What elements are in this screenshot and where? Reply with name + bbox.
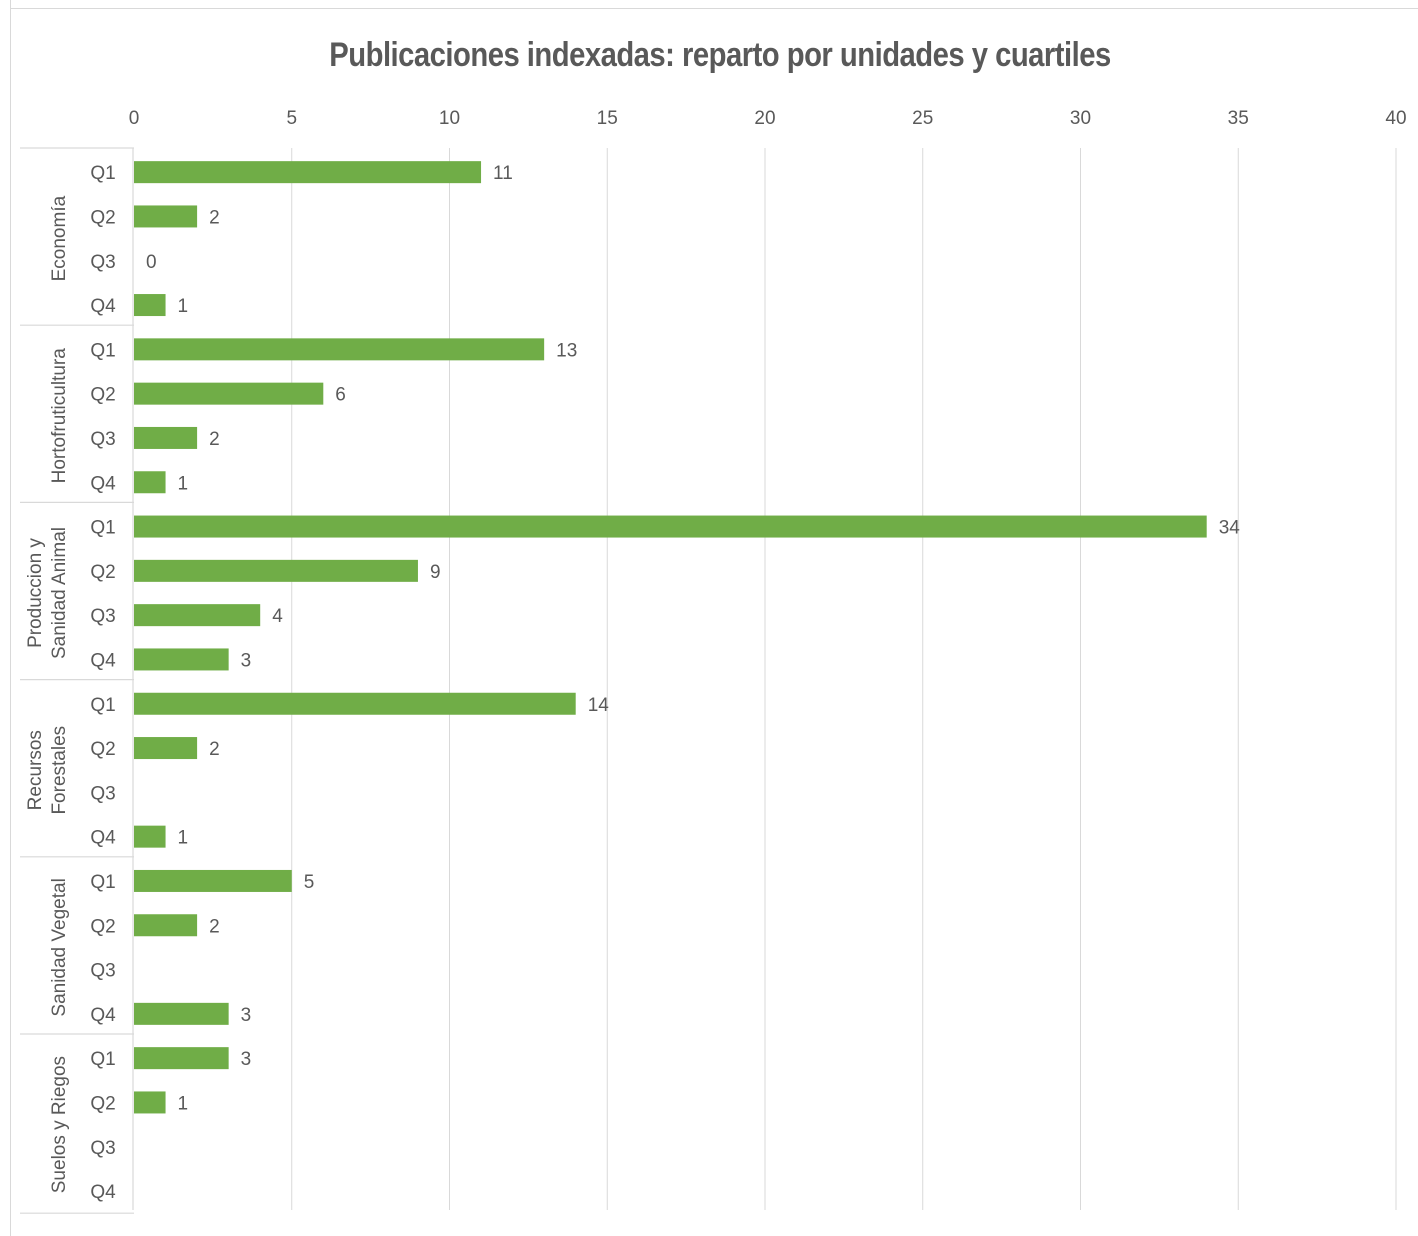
data-label: 1 [178,828,189,849]
bar [134,914,198,937]
x-tick-label: 10 [439,108,460,129]
bar [134,471,166,494]
data-label: 2 [209,916,220,937]
bar [134,338,545,361]
data-label: 4 [272,606,283,627]
bar [134,648,229,671]
quartile-label: Q4 [90,473,116,494]
bar [134,692,576,715]
group-label: Suelos y Riegos [49,1056,70,1193]
group-label: Sanidad Vegetal [49,878,70,1016]
data-label: 5 [304,872,315,893]
data-label: 9 [430,562,441,583]
data-label: 6 [335,385,346,406]
quartile-label: Q1 [90,340,115,361]
group-label: Hortofruticultura [49,348,70,484]
chart-title: Publicaciones indexadas: reparto por uni… [329,36,1111,74]
quartile-label: Q3 [90,1138,115,1159]
quartile-label: Q1 [90,1049,115,1070]
x-tick-label: 20 [754,108,775,129]
bars [134,161,1207,1114]
data-label: 1 [178,296,189,317]
data-label: 0 [146,252,157,273]
quartile-label: Q4 [90,296,116,317]
bar [134,559,418,582]
bar [134,1002,229,1025]
data-label: 2 [209,739,220,760]
bar [134,737,198,760]
data-label: 1 [178,1093,189,1114]
quartile-label: Q2 [90,916,115,937]
data-label: 34 [1219,518,1241,539]
data-label: 3 [241,1005,252,1026]
x-axis-ticks: 0 5 10 15 20 25 30 35 40 [129,108,1407,129]
category-axis: Economía Q1 Q2 Q3 Q4 Hortofruticultura Q1 Q2 Q3 Q… [20,147,134,1214]
quartile-label: Q2 [90,562,115,583]
quartile-label: Q2 [90,739,115,760]
quartile-label: Q1 [90,695,115,716]
data-label: 14 [588,695,610,716]
bar [134,1047,229,1070]
bar [134,426,198,449]
data-label: 11 [493,163,513,184]
x-tick-label: 30 [1070,108,1091,129]
x-tick-label: 15 [597,108,618,129]
data-label: 13 [556,340,577,361]
bar [134,1091,166,1114]
group-label: Economía [49,195,70,281]
quartile-label: Q3 [90,606,115,627]
bar [134,382,324,405]
data-label: 3 [241,650,252,671]
group-label: Forestales [49,726,70,815]
quartile-label: Q4 [90,828,116,849]
x-tick-label: 5 [286,108,297,129]
data-label: 2 [209,207,220,228]
x-tick-label: 40 [1385,108,1406,129]
x-tick-label: 25 [912,108,933,129]
quartile-label: Q3 [90,429,115,450]
gridlines [291,148,1397,1210]
x-tick-label: 35 [1228,108,1249,129]
group-label: Produccion y [25,538,46,648]
bar [134,161,482,184]
quartile-label: Q1 [90,518,115,539]
data-label: 1 [178,473,189,494]
data-label: 2 [209,429,220,450]
group-label: Sanidad Animal [49,527,70,659]
bar [134,869,292,892]
quartile-label: Q2 [90,385,115,406]
data-labels: 11 2 0 1 13 6 2 1 34 9 4 3 14 2 1 5 2 3 3 1 [146,163,1240,1114]
quartile-label: Q4 [90,1182,116,1203]
bar [134,515,1207,538]
quartile-label: Q1 [90,872,115,893]
data-label: 3 [241,1049,252,1070]
quartile-label: Q3 [90,961,115,982]
group-label: Recursos [25,730,46,810]
quartile-label: Q2 [90,207,115,228]
quartile-label: Q4 [90,650,116,671]
quartile-label: Q2 [90,1093,115,1114]
bar [134,825,166,848]
bar [134,294,166,317]
x-tick-label: 0 [129,108,140,129]
bar [134,604,261,627]
quartile-label: Q1 [90,163,115,184]
quartile-label: Q3 [90,783,115,804]
quartile-label: Q3 [90,252,115,273]
quartile-label: Q4 [90,1005,116,1026]
bar [134,205,198,228]
